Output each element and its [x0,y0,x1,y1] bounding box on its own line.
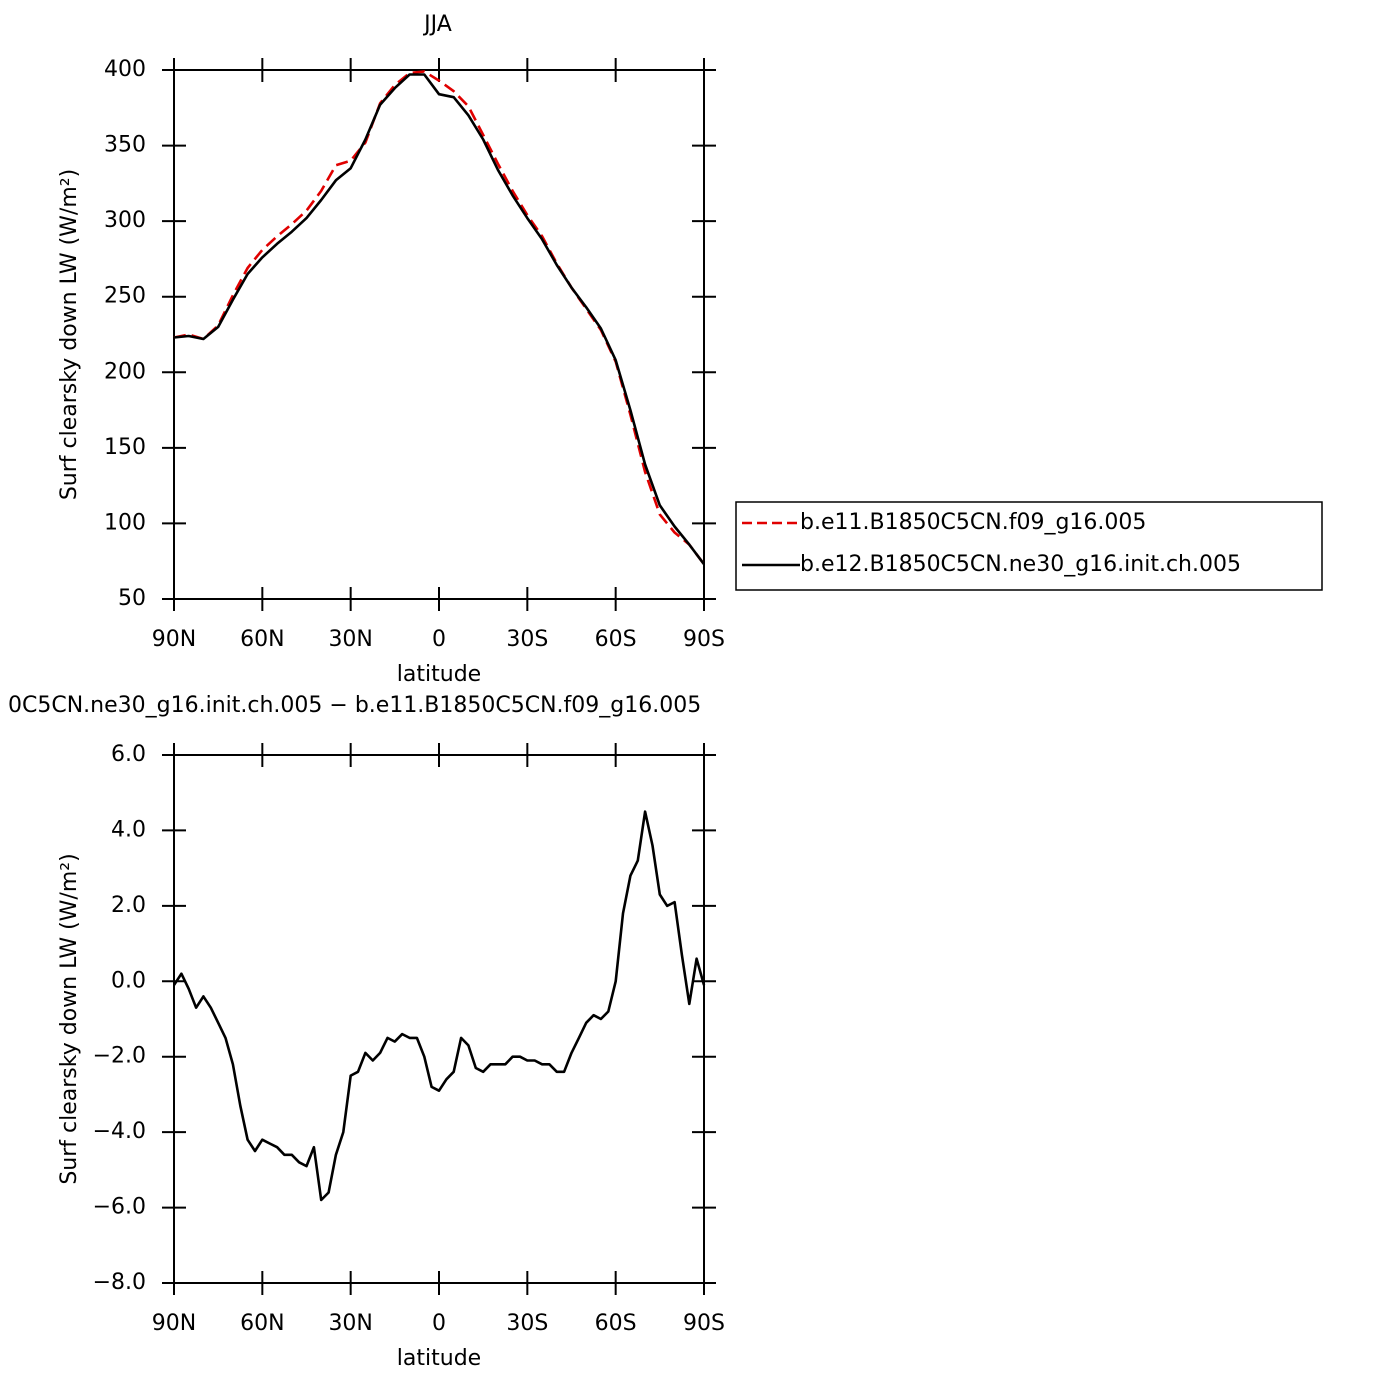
y-tick-label: 2.0 [111,893,146,918]
y-tick-label: −6.0 [93,1195,146,1220]
y-tick-label: −8.0 [93,1270,146,1295]
x-tick-label: 30N [328,627,372,652]
x-tick-label: 60S [595,627,637,652]
x-tick-label: 60S [595,1311,637,1336]
x-tick-label: 30N [328,1311,372,1336]
x-tick-label: 30S [506,1311,548,1336]
y-tick-label: 150 [104,435,146,460]
x-axis-label: latitude [397,662,481,687]
x-tick-label: 90S [683,627,725,652]
series-line [173,70,706,565]
legend-box [735,501,1323,591]
y-tick-label: −4.0 [93,1119,146,1144]
y-tick-label: 200 [104,359,146,384]
series-line [173,73,706,565]
y-axis-label: Surf clearsky down LW (W/m²) [57,853,82,1184]
y-tick-label: 100 [104,510,146,535]
plot-frame [173,754,705,1284]
x-tick-label: 30S [506,627,548,652]
y-tick-label: 6.0 [111,742,146,767]
x-tick-label: 90N [152,627,196,652]
x-tick-label: 0 [432,1311,446,1336]
x-tick-label: 90N [152,1311,196,1336]
y-tick-label: −2.0 [93,1044,146,1069]
y-tick-label: 50 [118,586,146,611]
y-tick-label: 0.0 [111,968,146,993]
plot-frame [173,69,705,600]
y-tick-label: 4.0 [111,817,146,842]
legend-label: b.e11.B1850C5CN.f09_g16.005 [800,510,1146,535]
legend-label: b.e12.B1850C5CN.ne30_g16.init.ch.005 [800,552,1241,577]
chart-title: JJA [422,12,452,37]
x-tick-label: 60N [240,1311,284,1336]
x-tick-label: 60N [240,627,284,652]
y-axis-label: Surf clearsky down LW (W/m²) [57,169,82,500]
y-tick-label: 400 [104,57,146,82]
chart-title: 0C5CN.ne30_g16.init.ch.005 − b.e11.B1850… [8,693,701,718]
y-tick-label: 300 [104,208,146,233]
x-tick-label: 0 [432,627,446,652]
y-tick-label: 250 [104,284,146,309]
x-tick-label: 90S [683,1311,725,1336]
y-tick-label: 350 [104,133,146,158]
series-line [172,810,706,1202]
x-axis-label: latitude [397,1346,481,1371]
